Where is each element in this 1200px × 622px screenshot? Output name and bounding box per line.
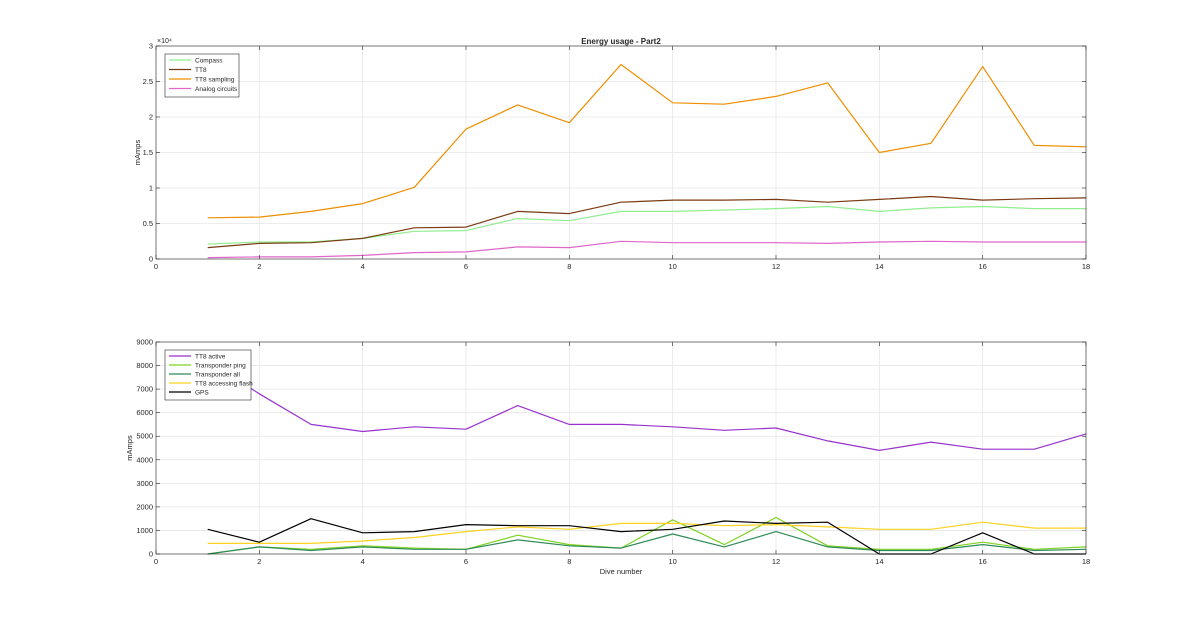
series-line-tt8-active [207,360,1087,451]
legend-label: Transponder ping [195,362,246,369]
y-tick-label: 2.5 [143,77,153,86]
x-tick-label: 6 [464,557,468,566]
series-line-tt8-accessing-flash [207,521,1086,545]
y-tick-label: 9000 [136,338,153,347]
y-tick-label: 3000 [136,479,153,488]
x-tick-label: 16 [978,262,986,271]
legend-label: TT8 [195,67,207,74]
series-line-transponder-all [207,530,1087,555]
y-tick-label: 3 [149,42,153,51]
x-tick-label: 14 [875,262,883,271]
y-tick-label: 4000 [136,455,153,464]
plot-area [156,342,1086,554]
x-tick-label: 18 [1082,262,1090,271]
x-tick-label: 12 [772,262,780,271]
y-exponent-label: ×10⁴ [157,38,172,45]
x-tick-label: 16 [978,557,986,566]
x-tick-label: 14 [875,557,883,566]
y-axis-label: mAmps [133,140,142,166]
x-tick-label: 0 [154,557,158,566]
y-tick-label: 1.5 [143,148,153,157]
series-line-tt8 [207,195,1087,249]
y-tick-label: 0 [149,550,153,559]
legend-label: GPS [195,389,209,396]
series-line-tt8-sampling [207,63,1087,219]
y-tick-label: 0 [149,255,153,264]
x-tick-label: 12 [772,557,780,566]
series-line-gps [207,518,1086,555]
y-tick-label: 5000 [136,432,153,441]
y-axis-label: mAmps [125,435,134,461]
axes-box [155,341,1087,555]
x-tick-label: 8 [567,262,571,271]
x-axis-label: Dive number [600,567,643,576]
legend-label: Transponder all [195,371,240,378]
x-tick-label: 4 [361,557,365,566]
x-tick-label: 2 [257,262,261,271]
x-tick-label: 2 [257,557,261,566]
x-tick-label: 8 [567,557,571,566]
legend: TT8 active Transponder ping Transponder al… [164,349,253,401]
legend-label: TT8 active [195,353,226,360]
legend-box [164,53,240,98]
chart-title: Energy usage - Part2 [581,37,661,46]
y-tick-label: 2000 [136,502,153,511]
y-tick-label: 6000 [136,408,153,417]
top-axes: 0 2 4 6 8 10 12 14 16 18 0 0.5 1 1.5 2 2.5 3 ×10⁴ mAmps Com… [133,38,1090,271]
y-tick-label: 8000 [136,361,153,370]
x-tick-label: 4 [361,262,365,271]
legend: Compass TT8 TT8 sampling Analog circuits [164,53,240,98]
x-tick-label: 0 [154,262,158,271]
legend-label: TT8 sampling [195,76,235,83]
x-tick-label: 6 [464,262,468,271]
y-tick-label: 1000 [136,526,153,535]
y-tick-label: 1 [149,184,153,193]
bottom-axes: 0 2 4 6 8 10 12 14 16 18 0 1000 2000 3000 4000 5000 6000… [125,338,1090,577]
y-tick-label: 0.5 [143,219,153,228]
x-tick-label: 10 [668,262,676,271]
series-line-analog-circuits [207,240,1086,259]
legend-label: Analog circuits [195,86,238,93]
legend-label: Compass [195,57,223,64]
legend-label: TT8 accessing flash [195,380,253,387]
series-line-transponder-ping [207,516,1087,555]
x-tick-label: 10 [668,557,676,566]
y-tick-label: 7000 [136,385,153,394]
x-tick-label: 18 [1082,557,1090,566]
y-tick-label: 2 [149,113,153,122]
